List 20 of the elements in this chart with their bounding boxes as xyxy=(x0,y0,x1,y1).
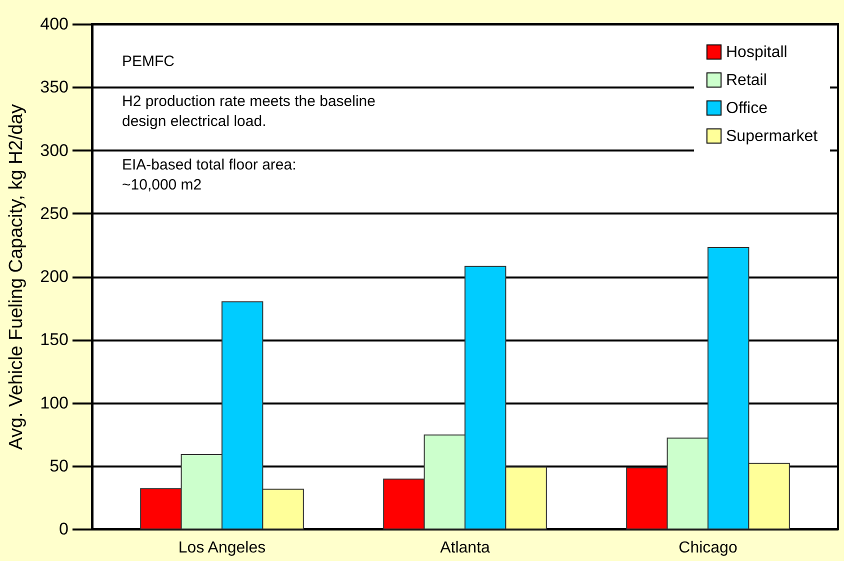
y-tick-label: 400 xyxy=(40,14,68,34)
legend-label: Hospitall xyxy=(726,44,788,61)
annotation: EIA-based total floor area: ~10,000 m2 xyxy=(122,156,296,194)
y-tick-label: 300 xyxy=(40,140,68,160)
annotation: H2 production rate meets the baseline design electrical load. xyxy=(122,93,376,130)
x-tick-label: Los Angeles xyxy=(178,540,266,556)
x-tick-label: Chicago xyxy=(678,540,738,556)
legend-label: Supermarket xyxy=(726,128,818,145)
y-tick-label: 100 xyxy=(40,393,68,412)
legend-label: Retail xyxy=(726,72,767,89)
y-tick-label: 150 xyxy=(40,330,68,350)
y-tick-label: 250 xyxy=(40,204,68,223)
y-tick-label: 0 xyxy=(59,520,68,538)
y-axis-title: Avg. Vehicle Fueling Capacity, kg H2/day xyxy=(6,104,28,450)
y-tick-label: 350 xyxy=(40,78,68,97)
annotation: PEMFC xyxy=(122,53,175,70)
y-tick-label: 50 xyxy=(50,456,68,476)
x-tick-label: Atlanta xyxy=(440,540,490,556)
y-tick-label: 200 xyxy=(40,267,68,286)
legend-label: Office xyxy=(726,100,768,117)
